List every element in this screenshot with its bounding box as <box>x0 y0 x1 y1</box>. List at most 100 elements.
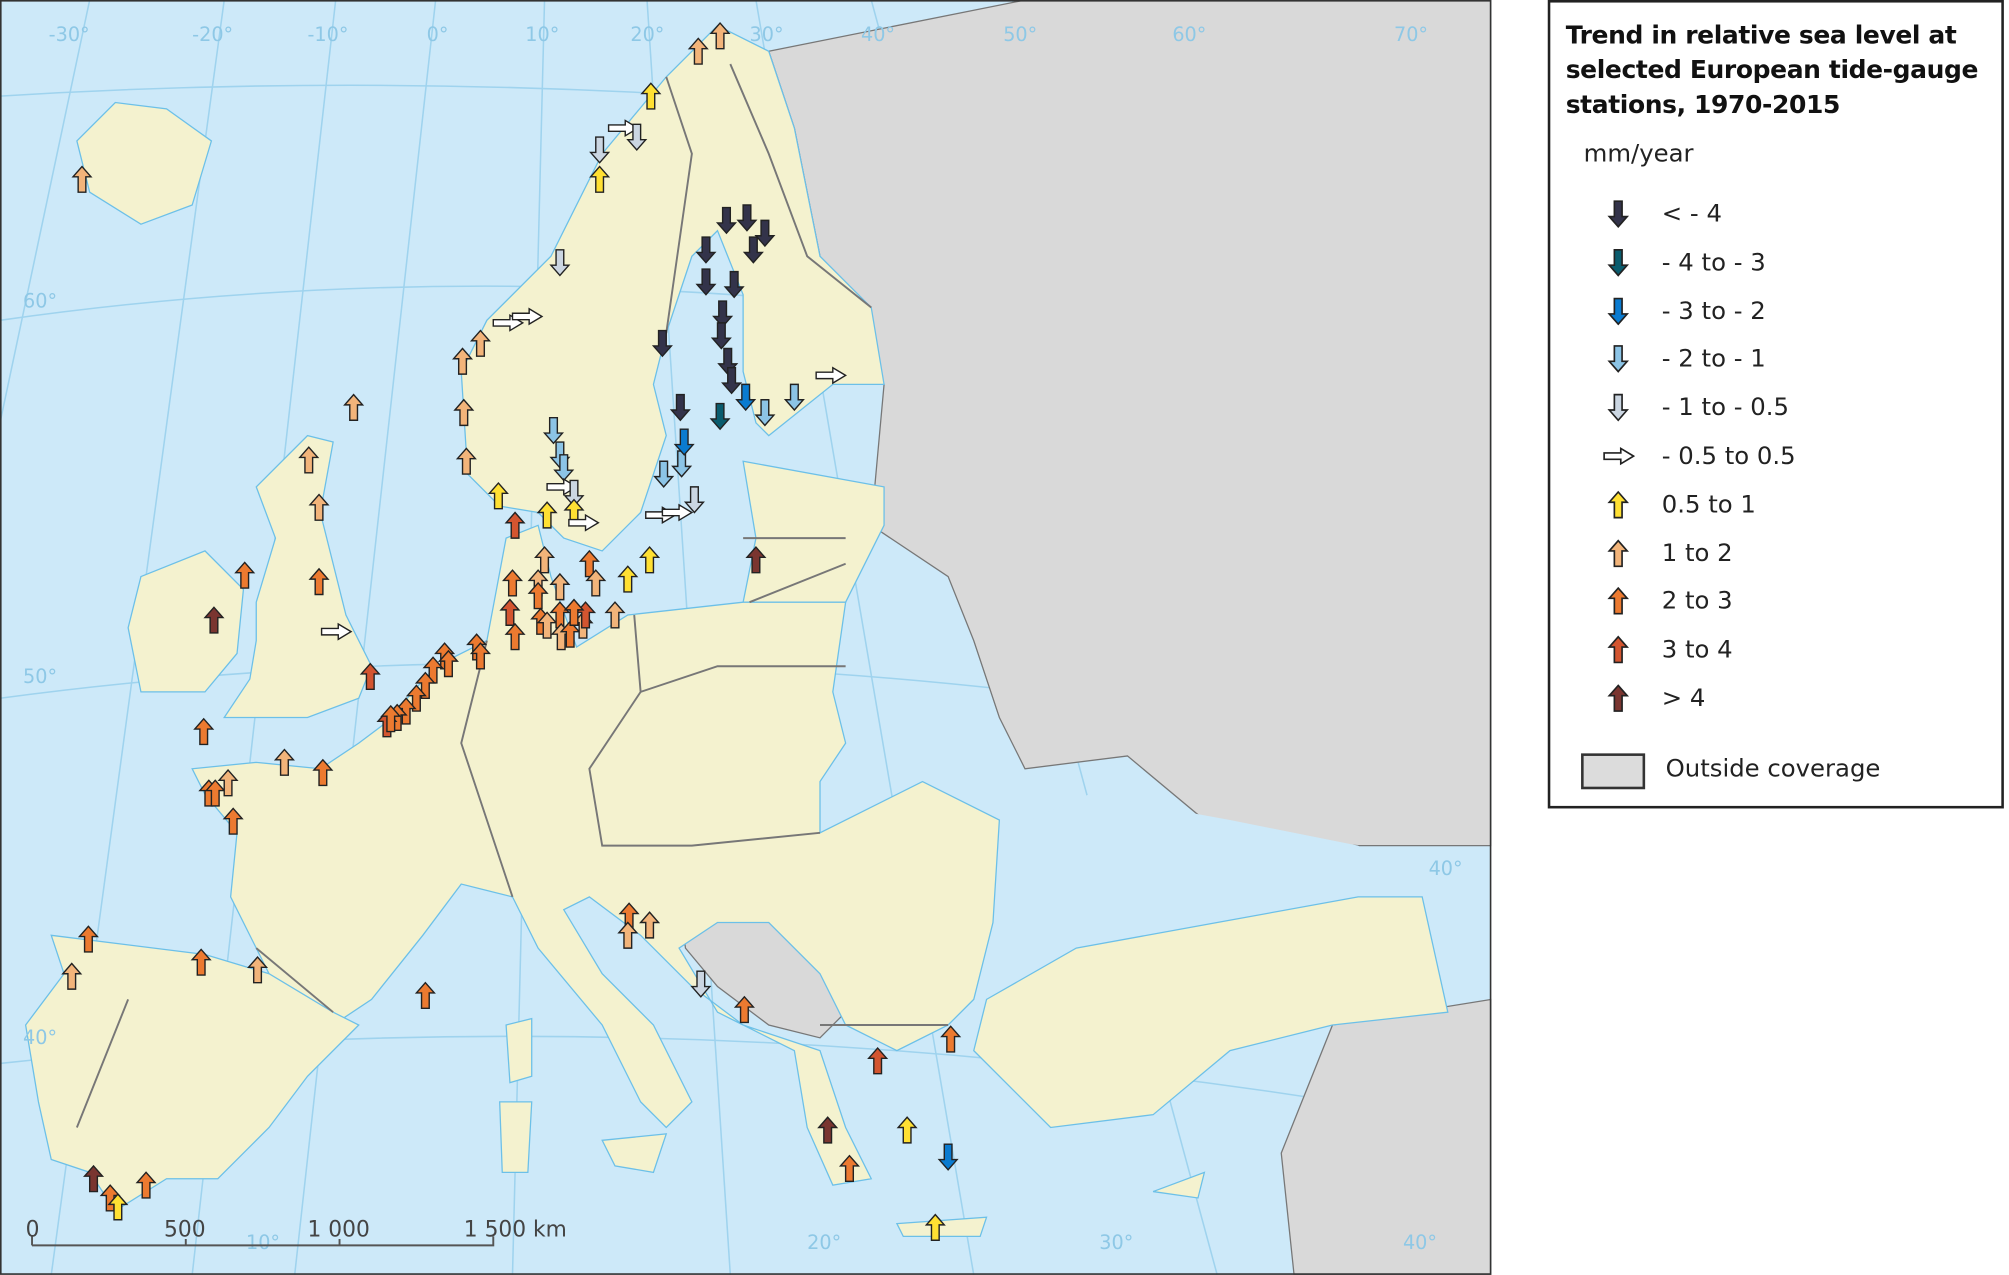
arrow-up-icon <box>1607 587 1630 616</box>
legend-item-label: - 2 to - 1 <box>1661 345 1766 374</box>
station-arrow-u1 <box>61 962 83 990</box>
station-arrow-d2 <box>937 1143 959 1171</box>
black-sea <box>992 794 1410 942</box>
station-arrow-d4 <box>669 393 691 422</box>
station-arrow-d05 <box>563 479 585 508</box>
scale-tick-1000: 1 000 <box>307 1217 369 1242</box>
legend-item-d3: - 4 to - 3 <box>1602 243 1766 281</box>
station-arrow-d4 <box>721 367 743 395</box>
legend-item-label: 0.5 to 1 <box>1661 490 1756 519</box>
station-arrow-u3 <box>359 662 381 691</box>
station-arrow-u2 <box>733 995 755 1024</box>
arrow-up-icon <box>1607 635 1630 664</box>
station-arrow-z <box>661 503 694 522</box>
station-arrow-u2 <box>234 561 256 589</box>
graticule-label-top: -10° <box>307 23 348 46</box>
station-arrow-d05 <box>549 249 571 277</box>
legend-item-label: 3 to 4 <box>1661 635 1733 664</box>
legend-item-label: - 1 to - 0.5 <box>1661 393 1789 422</box>
arrow-down-icon <box>1607 394 1630 422</box>
station-arrow-d4 <box>715 206 737 235</box>
station-arrow-u1 <box>217 768 239 797</box>
scale-bar-line <box>31 1236 495 1247</box>
arrow-up-icon <box>1607 684 1630 712</box>
station-arrow-u4 <box>817 1116 839 1144</box>
arrow-right-icon <box>1603 446 1635 466</box>
arrow-down-icon <box>1607 248 1630 277</box>
legend-unit: mm/year <box>1583 139 1694 168</box>
station-arrow-d4 <box>695 236 717 264</box>
station-arrow-u2 <box>469 642 491 670</box>
legend-item-label: 2 to 3 <box>1661 587 1733 616</box>
graticule-label-bottom: 20° <box>807 1231 841 1254</box>
legend-item-d1: - 2 to - 1 <box>1602 340 1766 378</box>
station-arrow-u3 <box>504 511 526 539</box>
outside-coverage-areas <box>678 0 1492 1275</box>
graticule-label-top: 0° <box>427 23 449 46</box>
legend-item-label: > 4 <box>1661 684 1706 713</box>
graticule-label-top: 10° <box>525 23 559 46</box>
station-arrow-u2 <box>414 671 436 699</box>
graticule-label-left: 60° <box>23 290 57 313</box>
graticule-label-bottom: 30° <box>1099 1231 1133 1254</box>
station-arrow-u2 <box>563 598 585 626</box>
station-arrow-u05 <box>640 82 662 110</box>
station-arrow-u1 <box>687 37 709 65</box>
station-arrow-u3 <box>499 598 521 626</box>
station-arrow-d05 <box>683 486 705 514</box>
station-arrow-u1 <box>308 493 330 521</box>
graticule-label-top: 20° <box>630 23 664 46</box>
station-arrow-d1 <box>783 383 805 412</box>
legend-item-label: < - 4 <box>1661 199 1722 229</box>
graticule-label-top: -20° <box>192 23 233 46</box>
station-arrow-d1 <box>653 460 675 488</box>
station-arrow-d05 <box>589 136 611 164</box>
station-arrow-d4 <box>723 270 745 299</box>
station-arrow-z <box>511 307 544 326</box>
station-arrow-u2 <box>559 620 581 648</box>
station-arrow-u05 <box>487 481 509 510</box>
station-arrow-u2 <box>437 649 459 678</box>
station-arrow-u05 <box>639 546 661 574</box>
station-arrow-u2 <box>504 622 526 651</box>
station-arrow-u1 <box>452 347 474 375</box>
station-arrow-u1 <box>604 601 626 629</box>
station-arrow-u4 <box>83 1164 105 1193</box>
station-arrow-u1 <box>585 569 607 597</box>
station-arrow-z <box>607 119 640 138</box>
legend-item-label: - 0.5 to 0.5 <box>1661 442 1796 471</box>
station-arrow-u1 <box>549 572 571 601</box>
legend-item-label: - 4 to - 3 <box>1661 248 1766 277</box>
graticule-label-bottom: 10° <box>246 1231 280 1254</box>
station-arrow-d1 <box>542 416 565 445</box>
station-arrow-u1 <box>343 393 365 421</box>
graticule-label-bottom: 40° <box>1403 1231 1437 1254</box>
legend: Trend in relative sea level at selected … <box>1547 0 2004 809</box>
station-arrow-d2 <box>735 383 757 412</box>
legend-item-d05: - 1 to - 0.5 <box>1602 388 1789 426</box>
graticule-label-right: 40° <box>1429 857 1463 880</box>
arrow-down-icon <box>1607 297 1630 325</box>
station-arrow-d3 <box>709 402 731 431</box>
station-arrow-u2 <box>190 948 212 976</box>
station-arrow-u05 <box>536 501 558 529</box>
station-arrow-u2 <box>308 567 330 596</box>
station-arrow-z <box>546 477 578 496</box>
station-arrow-u2 <box>527 581 549 610</box>
station-arrow-u1 <box>298 446 320 474</box>
station-arrow-u1 <box>455 447 477 475</box>
scale-tick-500: 500 <box>164 1217 206 1242</box>
legend-item-z: - 0.5 to 0.5 <box>1602 437 1796 475</box>
station-arrow-u1 <box>71 165 93 193</box>
station-arrow-d4 <box>712 300 734 328</box>
graticule-label-top: 30° <box>750 23 784 46</box>
graticule-label-left: 50° <box>23 665 57 688</box>
station-arrow-u1 <box>536 611 558 639</box>
scale-bar: 0 500 1 000 1 500 km <box>26 1217 567 1247</box>
station-arrow-u2 <box>193 717 215 746</box>
station-arrow-d05 <box>626 123 648 151</box>
station-arrow-u05 <box>589 165 611 193</box>
legend-title: Trend in relative sea level at selected … <box>1565 20 1979 120</box>
legend-item-u2: 2 to 3 <box>1602 582 1733 620</box>
station-arrow-u1 <box>469 329 491 357</box>
